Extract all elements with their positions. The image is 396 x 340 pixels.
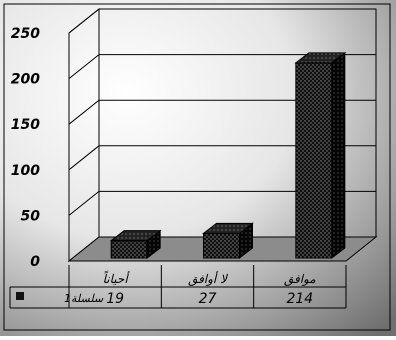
bar (294, 51, 347, 260)
y-tick-label: 100 (11, 163, 40, 179)
bar (202, 222, 254, 260)
data-label: 214 (286, 291, 313, 307)
bar-front (295, 62, 333, 259)
gridline (68, 145, 376, 171)
y-tick-label: 50 (21, 208, 41, 224)
y-tick-label: 0 (30, 254, 40, 270)
y-tick-label: 250 (11, 26, 40, 42)
gridline (68, 190, 376, 216)
y-tick-label: 200 (11, 72, 40, 88)
bar-top (109, 230, 162, 242)
bar-top (202, 222, 254, 234)
gridlines (68, 8, 376, 216)
data-label: 27 (199, 291, 217, 307)
gridline (68, 8, 376, 34)
category-label: أحياناً (103, 270, 131, 286)
legend-swatch (16, 292, 24, 300)
data-label: 19 (106, 291, 124, 307)
bar-front (110, 240, 148, 259)
data-table: أحياناً 19 لا أوافق 27 موافق 214 سلسلة1 (9, 265, 347, 309)
gridline (68, 54, 376, 79)
bar-top (294, 52, 347, 64)
bars (109, 51, 347, 260)
category-label: لا أوافق (188, 271, 228, 286)
category-label: موافق (284, 272, 316, 286)
bar-side (331, 51, 346, 260)
legend-series-name: سلسلة1 (64, 292, 104, 305)
gridline (68, 99, 376, 125)
y-tick-label: 150 (11, 117, 40, 133)
bar (109, 229, 162, 260)
chart-border (3, 3, 391, 331)
bar-front (203, 232, 240, 259)
y-axis: 0 50 100 150 200 250 (11, 26, 70, 270)
